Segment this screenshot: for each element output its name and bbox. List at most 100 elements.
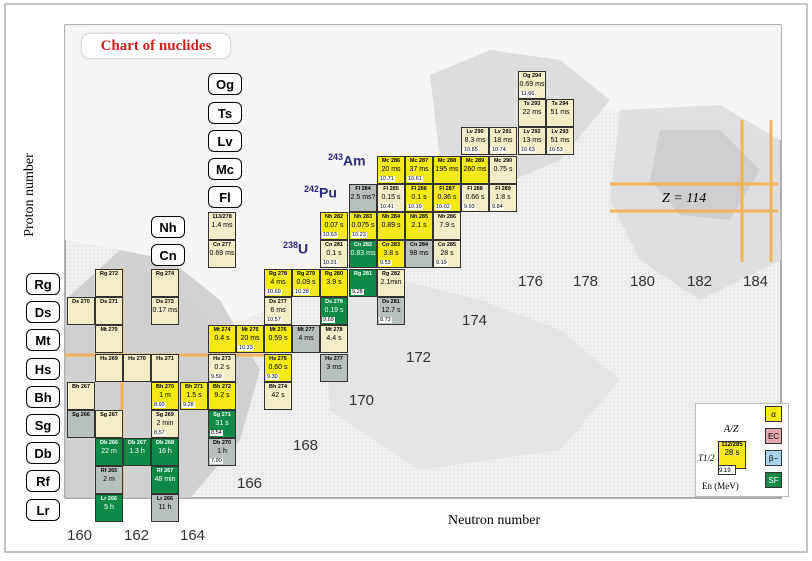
cell-name: Mt 270 [100,327,118,333]
cell-halflife: 4 ms [270,279,286,286]
cell-name: Lv 293 [551,129,569,135]
cell-energy: 9.19 [435,260,448,266]
cell-halflife: 3.9 s [326,279,342,286]
nuclide-cell: Lv 292 13 ms 10.63 [518,127,546,155]
nuclide-cell: Ds 273 0.17 ms [151,297,179,325]
nuclide-cell: Hs 273 0.2 s 9.59 [208,354,236,382]
cell-halflife: 0.60 s [268,364,288,371]
n-label-172: 172 [406,349,432,366]
nuclide-cell: Ds 277 6 ms 10.57 [264,297,292,325]
nuclide-cell: Mt 274 0.4 s [208,325,236,353]
cell-halflife: 0.83 ms [350,250,376,257]
legend-sf: SF [765,472,782,488]
element-rg: Rg [26,273,60,295]
cell-halflife: 4.4 s [326,335,342,342]
cell-halflife: 51 ms [550,109,570,116]
cell-energy: 10.53 [548,147,564,153]
cell-name: Mc 286 [381,158,401,164]
contour-dark [650,130,760,220]
cell-energy: 9.84 [491,204,504,210]
cell-name: Sg 269 [156,412,174,418]
nuclide-cell: Hs 269 [95,354,123,382]
cell-halflife: 51 ms [550,137,570,144]
cell-name: Cn 281 [324,242,344,248]
cell-halflife: 6 ms [270,307,286,314]
nuclide-cell: Rg 278 4 ms 10.69 [264,269,292,297]
cell-halflife: 0.69 ms [519,81,545,88]
chart-title: Chart of nuclides [100,38,212,54]
cell-name: Db 268 [155,440,175,446]
cell-halflife: 1 h [217,448,227,455]
cell-name: Lv 291 [494,129,512,135]
nuclide-cell: Mt 270 [95,325,123,353]
legend-cell-en: 9.19 [718,465,736,475]
nuclide-cell: Mc 290 0.75 s [489,156,517,184]
cell-name: Ds 271 [100,299,118,305]
cell-name: Mc 287 [409,158,429,164]
cell-halflife: 4 ms [298,335,314,342]
nuclide-cell: Fl 285 0.15 s 10.41 [377,184,405,212]
nuclide-cell: 113/278 1.4 ms [208,212,236,240]
cell-name: Sg 267 [100,412,118,418]
cell-name: Mc 288 [437,158,457,164]
cell-halflife: 2 min [156,420,174,427]
n-label-168: 168 [293,437,319,454]
cell-energy: 10.38 [294,289,310,295]
cell-halflife: 16 h [158,448,172,455]
cell-name: Rg 278 [268,271,288,277]
n-label-166: 166 [237,475,263,492]
cell-halflife: 0.75 s [493,166,513,173]
cell-name: Cn 284 [409,242,429,248]
cell-halflife: 0.09 s [296,279,316,286]
n-label-174: 174 [462,312,488,329]
cell-name: Nh 282 [324,214,344,220]
cell-energy: 10.41 [379,204,395,210]
nuclide-cell: Db 268 16 h [151,438,179,466]
cell-name: Fl 286 [411,186,427,192]
cell-energy: 10.57 [266,317,282,323]
nuclide-cell: Rg 281 9.28 [349,269,377,297]
n-label-180: 180 [630,273,656,290]
z-magic-label: Z = 114 [662,191,707,206]
cell-name: Hs 277 [325,356,343,362]
nuclide-cell: Fl 289 1.8 s 9.84 [489,184,517,212]
cell-halflife: 0.1 s [326,250,342,257]
cell-name: Fl 288 [467,186,483,192]
cell-halflife: 0.1 s [411,194,427,201]
n-label-164: 164 [180,527,206,544]
cell-halflife: 1.8 s [495,194,511,201]
cell-halflife: 22 ms [522,109,542,116]
nuclide-cell: Fl 288 0.66 s 9.93 [461,184,489,212]
cell-name: Ds 273 [156,299,174,305]
nuclide-cell: Cn 277 0.69 ms [208,240,236,268]
cell-name: Rg 281 [353,271,373,277]
nuclide-cell: Db 266 22 m [95,438,123,466]
n-label-176: 176 [518,273,544,290]
cell-name: Lv 292 [523,129,541,135]
cell-energy: 10.85 [463,147,479,153]
nuclide-cell: Mc 289 260 ms [461,156,489,184]
label-u238: 238U [283,240,309,257]
legend-cell-hl: 28 s [724,448,740,457]
cell-halflife: 0.59 s [268,335,288,342]
cell-energy: 10.63 [520,147,536,153]
nuclide-cell: Ts 293 22 ms [518,99,546,127]
element-sg: Sg [26,414,60,436]
cell-energy: 9.93 [463,204,476,210]
cell-halflife: 12.7 s [381,307,401,314]
cell-name: Mc 290 [493,158,513,164]
legend-en: En (MeV) [702,481,739,491]
n-label-178: 178 [573,273,599,290]
n-label-184: 184 [743,273,769,290]
nuclide-cell: Bh 271 1.5 s 9.28 [180,382,208,410]
nuclide-cell: Lr 266 11 h [151,494,179,522]
cell-name: Cn 282 [353,242,373,248]
cell-name: Rg 274 [155,271,175,277]
cell-halflife: 0.4 s [214,335,230,342]
nuclide-cell: Lv 293 51 ms 10.53 [546,127,574,155]
cell-energy: 9.69 [322,317,335,323]
cell-name: Cn 283 [381,242,401,248]
cell-halflife: 2 m [103,476,115,483]
nuclide-cell: Cn 285 28 s 9.19 [433,240,461,268]
cell-name: Ds 281 [382,299,400,305]
